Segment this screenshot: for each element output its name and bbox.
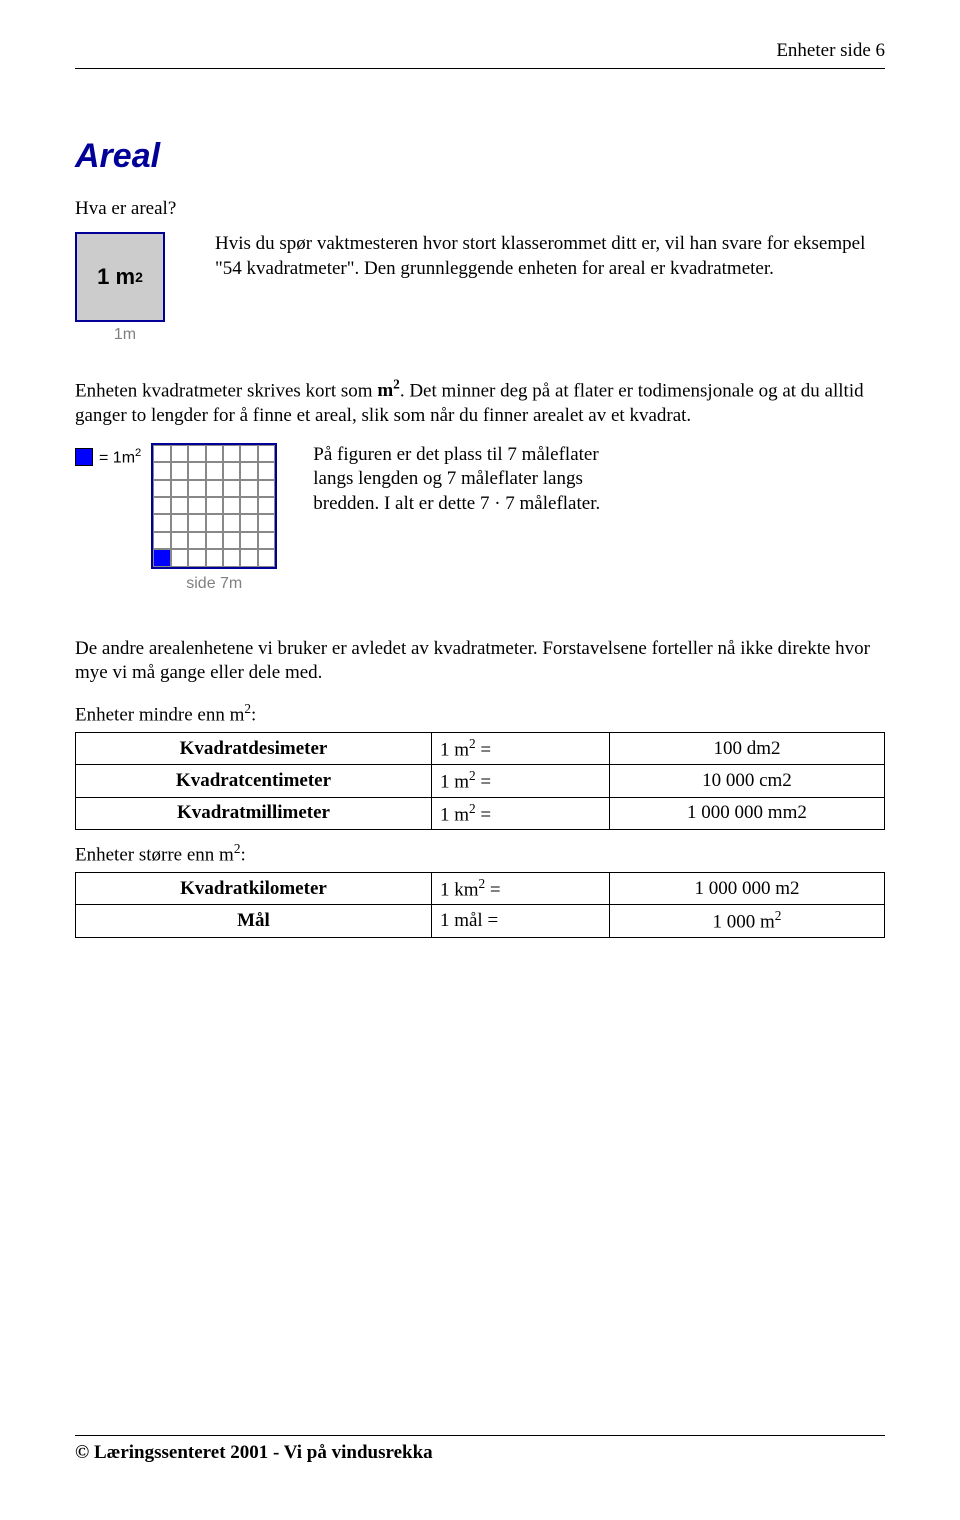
grid-cell: [171, 480, 188, 497]
grid-cell: [223, 514, 240, 531]
grid-cell: [188, 514, 205, 531]
intro-row: 1 m2 1m Hvis du spør vaktmesteren hvor s…: [75, 232, 885, 344]
page-footer: © Læringssenteret 2001 - Vi på vindusrek…: [75, 1435, 885, 1464]
grid-caption: side 7m: [186, 575, 242, 593]
grid-cell: [206, 549, 223, 566]
grid-cell: [153, 514, 170, 531]
grid-7x7: side 7m: [151, 443, 277, 593]
page-header: Enheter side 6: [75, 40, 885, 69]
legend-label: = 1m2: [99, 447, 141, 467]
section-title: Areal: [75, 137, 885, 176]
unit-square-box: 1 m2: [75, 232, 165, 322]
grid-cell: [258, 462, 275, 479]
larger-units-heading: Enheter større enn m2:: [75, 840, 885, 868]
grid-cell: [153, 549, 170, 566]
unit-value: 1 000 000 m2: [609, 873, 884, 905]
table-smaller-units: Kvadratdesimeter1 m2 =100 dm2Kvadratcent…: [75, 732, 885, 830]
tables-block: Enheter mindre enn m2: Kvadratdesimeter1…: [75, 700, 885, 938]
table-row: Kvadratmillimeter1 m2 =1 000 000 mm2: [76, 797, 885, 829]
grid-cell: [171, 497, 188, 514]
grid-cell: [206, 462, 223, 479]
table-row: Kvadratdesimeter1 m2 =100 dm2: [76, 733, 885, 765]
unit-name: Kvadratkilometer: [76, 873, 432, 905]
unit-equals: 1 m2 =: [431, 797, 609, 829]
unit-equals: 1 km2 =: [431, 873, 609, 905]
grid-cell: [240, 532, 257, 549]
smaller-units-heading: Enheter mindre enn m2:: [75, 700, 885, 728]
grid-cell: [240, 549, 257, 566]
grid-cell: [171, 462, 188, 479]
intro-paragraph: Hvis du spør vaktmesteren hvor stort kla…: [215, 232, 885, 281]
grid-cell: [258, 549, 275, 566]
unit-value: 1 000 m2: [609, 905, 884, 937]
grid-cell: [240, 480, 257, 497]
grid-cell: [223, 532, 240, 549]
grid-cell: [188, 497, 205, 514]
unit-value: 10 000 cm2: [609, 765, 884, 797]
unit-name: Kvadratcentimeter: [76, 765, 432, 797]
unit-value: 1 000 000 mm2: [609, 797, 884, 829]
grid-cell: [258, 445, 275, 462]
unit-square-caption: 1m: [75, 326, 175, 344]
grid-cell: [153, 480, 170, 497]
grid-cell: [223, 549, 240, 566]
grid-cell: [171, 532, 188, 549]
grid-7x7-cells: [151, 443, 277, 569]
grid-cell: [240, 462, 257, 479]
unit-equals: 1 mål =: [431, 905, 609, 937]
grid-legend: = 1m2: [75, 443, 141, 467]
grid-cell: [188, 462, 205, 479]
grid-cell: [153, 532, 170, 549]
table-row: Mål1 mål =1 000 m2: [76, 905, 885, 937]
paragraph-2: De andre arealenhetene vi bruker er avle…: [75, 637, 885, 686]
grid-cell: [206, 532, 223, 549]
unit-square-figure: 1 m2 1m: [75, 232, 175, 344]
grid-cell: [153, 445, 170, 462]
grid-cell: [223, 445, 240, 462]
grid-cell: [206, 497, 223, 514]
unit-name: Kvadratmillimeter: [76, 797, 432, 829]
unit-equals: 1 m2 =: [431, 733, 609, 765]
table-larger-units: Kvadratkilometer1 km2 =1 000 000 m2Mål1 …: [75, 872, 885, 938]
grid-cell: [153, 462, 170, 479]
grid-cell: [223, 462, 240, 479]
grid-cell: [206, 445, 223, 462]
grid-cell: [188, 480, 205, 497]
grid-row: = 1m2 side 7m På figuren er det plass ti…: [75, 443, 885, 593]
grid-cell: [240, 497, 257, 514]
grid-cell: [171, 549, 188, 566]
table-row: Kvadratcentimeter1 m2 =10 000 cm2: [76, 765, 885, 797]
grid-figure: = 1m2 side 7m: [75, 443, 277, 593]
unit-name: Mål: [76, 905, 432, 937]
sub-question: Hva er areal?: [75, 198, 885, 220]
grid-cell: [171, 514, 188, 531]
grid-cell: [206, 514, 223, 531]
grid-cell: [188, 532, 205, 549]
paragraph-1: Enheten kvadratmeter skrives kort som m2…: [75, 376, 885, 429]
grid-cell: [171, 445, 188, 462]
grid-cell: [223, 497, 240, 514]
grid-cell: [258, 514, 275, 531]
unit-value: 100 dm2: [609, 733, 884, 765]
grid-cell: [240, 445, 257, 462]
table-row: Kvadratkilometer1 km2 =1 000 000 m2: [76, 873, 885, 905]
grid-cell: [223, 480, 240, 497]
grid-cell: [206, 480, 223, 497]
legend-square-icon: [75, 448, 93, 466]
grid-cell: [188, 445, 205, 462]
grid-cell: [188, 549, 205, 566]
grid-cell: [258, 497, 275, 514]
grid-cell: [240, 514, 257, 531]
grid-cell: [258, 480, 275, 497]
unit-equals: 1 m2 =: [431, 765, 609, 797]
grid-explanation: På figuren er det plass til 7 måleflater…: [313, 443, 623, 517]
unit-name: Kvadratdesimeter: [76, 733, 432, 765]
grid-cell: [258, 532, 275, 549]
grid-cell: [153, 497, 170, 514]
